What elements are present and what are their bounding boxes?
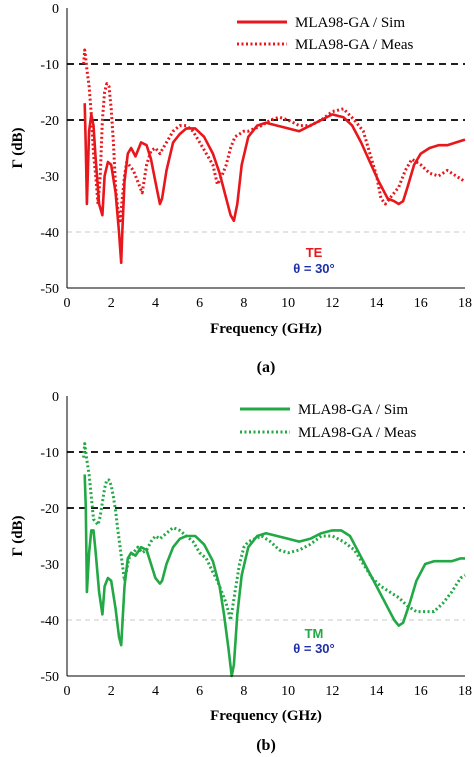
x-tick-label-b: 18 (458, 684, 472, 699)
series-group-a (82, 48, 466, 265)
y-tick-label-a: 0 (52, 2, 59, 17)
x-tick-label-a: 18 (458, 296, 472, 311)
series-line-meas-b (82, 442, 466, 622)
x-tick-labels-b: 0 2 4 6 8 10 12 14 16 18 (64, 684, 473, 699)
series-group-b (82, 442, 466, 678)
panel-label-a: (a) (257, 359, 276, 376)
x-tick-label-a: 8 (240, 296, 247, 311)
panel-b: 0-10-20-30-40-50 0 2 4 6 8 10 12 14 16 18 Γ (dB) … (10, 390, 472, 754)
x-tick-label-b: 2 (108, 684, 115, 699)
legend-label-sim-a: MLA98-GA / Sim (295, 15, 405, 31)
plot-area-b (67, 396, 465, 676)
x-axis-label-b: Frequency (GHz) (210, 708, 322, 724)
series-line-sim-a (83, 103, 466, 265)
mode-label-a: TE (306, 245, 323, 260)
x-axis-label-a: Frequency (GHz) (210, 321, 322, 337)
x-tick-label-a: 16 (414, 296, 428, 311)
x-tick-label-b: 8 (240, 684, 247, 699)
y-tick-label-a: -10 (40, 58, 59, 73)
y-tick-labels-a: 0 -10 -20 -30 -40 -50 (40, 2, 59, 297)
y-tick-labels-b: 0 -10 -20 -30 -40 -50 (40, 390, 59, 685)
x-tick-label-a: 2 (108, 296, 115, 311)
x-tick-label-a: 10 (281, 296, 295, 311)
grid-b (67, 451, 465, 621)
x-tick-labels-a: 0 2 4 6 8 10 12 14 16 18 (64, 296, 473, 311)
legend-label-sim-b: MLA98-GA / Sim (298, 402, 408, 418)
y-tick-label-b: -40 (40, 614, 59, 629)
y-tick-label-b: -10 (40, 446, 59, 461)
y-tick-label-a: -50 (40, 282, 59, 297)
legend-b: MLA98-GA / Sim MLA98-GA / Meas (240, 402, 416, 441)
y-tick-label-a: -40 (40, 226, 59, 241)
legend-label-meas-b: MLA98-GA / Meas (298, 425, 416, 441)
y-axis-label-b: Γ (dB) (10, 515, 26, 556)
series-line-sim-b (83, 474, 465, 678)
x-tick-label-b: 12 (325, 684, 339, 699)
x-tick-label-b: 0 (64, 684, 71, 699)
angle-label-b: θ = 30° (293, 641, 335, 656)
x-tick-label-b: 6 (196, 684, 203, 699)
x-tick-label-a: 12 (325, 296, 339, 311)
x-tick-label-b: 16 (414, 684, 428, 699)
legend-a: MLA98-GA / Sim MLA98-GA / Meas (237, 15, 413, 53)
panel-label-b: (b) (256, 737, 276, 754)
y-tick-label-b: -20 (40, 502, 59, 517)
x-tick-label-b: 4 (152, 684, 159, 699)
x-tick-label-b: 10 (281, 684, 295, 699)
series-line-meas-a (82, 48, 466, 223)
plot-area-a (67, 8, 465, 288)
y-tick-label-b: -50 (40, 670, 59, 685)
grid-a (67, 63, 465, 233)
x-tick-label-b: 14 (370, 684, 384, 699)
y-tick-label-b: -30 (40, 558, 59, 573)
x-tick-label-a: 4 (152, 296, 159, 311)
y-tick-label-a: -30 (40, 170, 59, 185)
angle-label-a: θ = 30° (293, 261, 335, 276)
mode-label-b: TM (305, 626, 324, 641)
y-tick-label-b: 0 (52, 390, 59, 405)
legend-label-meas-a: MLA98-GA / Meas (295, 37, 413, 53)
x-tick-label-a: 0 (64, 296, 71, 311)
y-axis-label-a: Γ (dB) (10, 127, 26, 168)
x-tick-label-a: 6 (196, 296, 203, 311)
panel-a: 0-10-20-30-40-50 0 2 4 6 8 10 12 14 16 18 Γ (dB) … (10, 2, 472, 376)
x-tick-label-a: 14 (370, 296, 384, 311)
y-tick-label-a: -20 (40, 114, 59, 129)
